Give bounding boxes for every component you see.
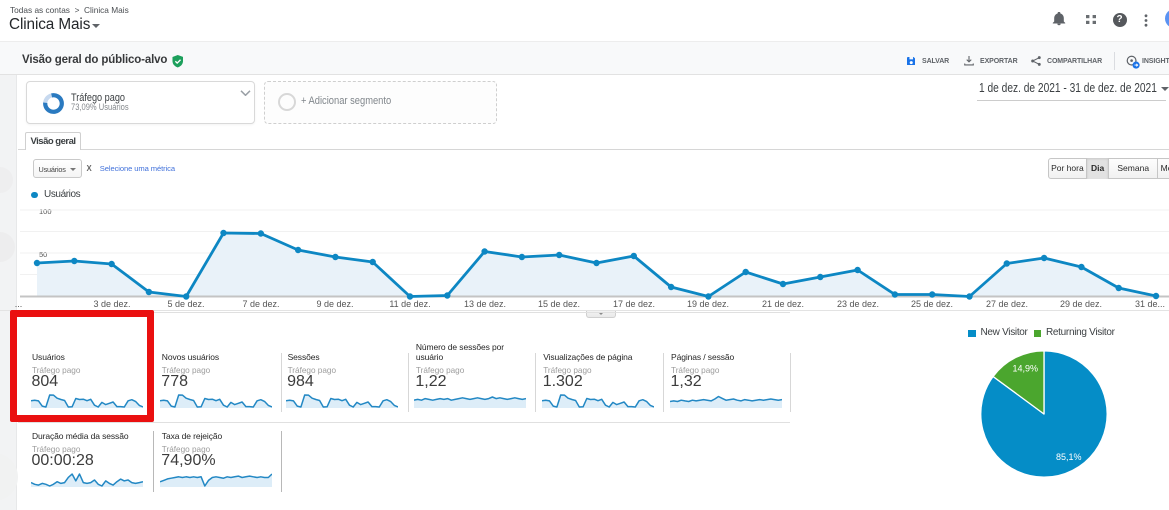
svg-text:85,1%: 85,1% <box>1056 452 1082 462</box>
svg-text:14,9%: 14,9% <box>1013 364 1039 374</box>
